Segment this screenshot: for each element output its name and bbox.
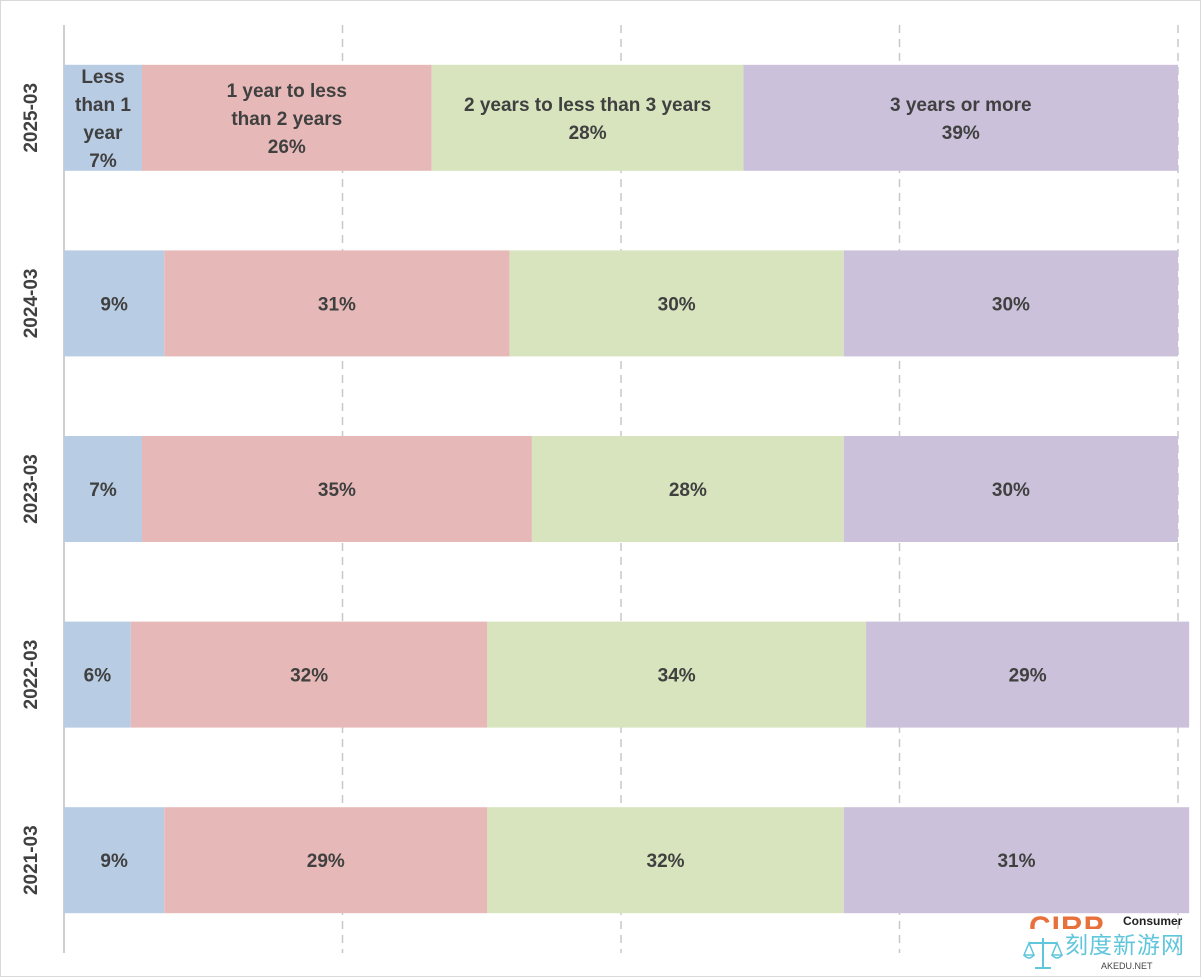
data-labels: Less than 1 year 7% 1 year to less than 2 yea… — [75, 67, 1047, 872]
bar-2024-03-series-1 — [64, 250, 165, 357]
data-label-2024-03-series-1: 9% — [100, 294, 128, 315]
bar-2023-03-series-3 — [531, 436, 844, 542]
bar-2024-03-series-4 — [843, 250, 1178, 357]
category-label-2021-03: 2021-03 — [21, 825, 42, 895]
watermark-brand: CIRP — [1029, 913, 1105, 929]
bar-2021-03-series-4 — [843, 807, 1190, 914]
bar-2021-03-series-1 — [64, 807, 165, 914]
data-label-2021-03-series-1: 9% — [100, 851, 128, 872]
data-label-2024-03-series-4: 30% — [992, 294, 1030, 315]
data-label-2021-03-series-3: 32% — [647, 851, 685, 872]
bar-2025-03-series-1 — [64, 64, 142, 171]
bar-2024-03-series-3 — [509, 250, 844, 357]
bar-2022-03-series-1 — [64, 621, 131, 728]
watermark-site-name: 刻度新游网 — [1065, 933, 1185, 959]
category-label-2025-03: 2025-03 — [21, 83, 42, 153]
bar-2023-03-series-4 — [843, 436, 1178, 542]
data-label-2025-03-series-2: 1 year to less than 2 years 26% — [227, 81, 347, 158]
watermark: CIRP Consumer 刻度新游网 AKEDU.NET — [1021, 913, 1201, 975]
data-label-2023-03-series-2: 35% — [318, 480, 356, 501]
data-label-2025-03-series-1: Less than 1 year 7% — [75, 67, 131, 172]
data-label-2021-03-series-2: 29% — [307, 851, 345, 872]
category-label-2023-03: 2023-03 — [21, 454, 42, 524]
data-label-2023-03-series-3: 28% — [669, 480, 707, 501]
data-label-2022-03-series-2: 32% — [290, 666, 328, 687]
watermark-site-url: AKEDU.NET — [1101, 961, 1153, 971]
data-label-2022-03-series-4: 29% — [1009, 666, 1047, 687]
data-label-2025-03-series-3: 2 years to less than 3 years 28% — [464, 95, 711, 144]
bar-2024-03-series-2 — [164, 250, 510, 357]
category-label-2024-03: 2024-03 — [21, 269, 42, 339]
scale-icon — [1023, 938, 1063, 969]
bar-2023-03-series-2 — [141, 436, 532, 542]
watermark-consumer: Consumer — [1123, 914, 1183, 928]
data-label-2023-03-series-4: 30% — [992, 480, 1030, 501]
bar-2022-03-series-2 — [130, 621, 488, 728]
data-label-2021-03-series-4: 31% — [997, 851, 1035, 872]
category-labels: 2025-03 2024-03 2023-03 2022-03 2021-03 — [21, 83, 42, 895]
bar-2025-03-series-2 — [141, 64, 432, 171]
data-label-2024-03-series-2: 31% — [318, 294, 356, 315]
category-label-2022-03: 2022-03 — [21, 640, 42, 710]
data-label-2025-03-series-4: 3 years or more 39% — [890, 95, 1032, 144]
data-label-2022-03-series-3: 34% — [658, 666, 696, 687]
data-label-2022-03-series-1: 6% — [84, 666, 112, 687]
data-label-2024-03-series-3: 30% — [658, 294, 696, 315]
bar-2025-03-series-4 — [743, 64, 1178, 171]
bar-2025-03-series-3 — [431, 64, 744, 171]
bar-2022-03-series-4 — [866, 621, 1190, 728]
bar-groups — [64, 64, 1190, 914]
bar-2021-03-series-2 — [164, 807, 488, 914]
data-label-2023-03-series-1: 7% — [89, 480, 117, 501]
bar-2021-03-series-3 — [487, 807, 844, 914]
bar-2022-03-series-3 — [487, 621, 867, 728]
bar-2023-03-series-1 — [64, 436, 142, 542]
